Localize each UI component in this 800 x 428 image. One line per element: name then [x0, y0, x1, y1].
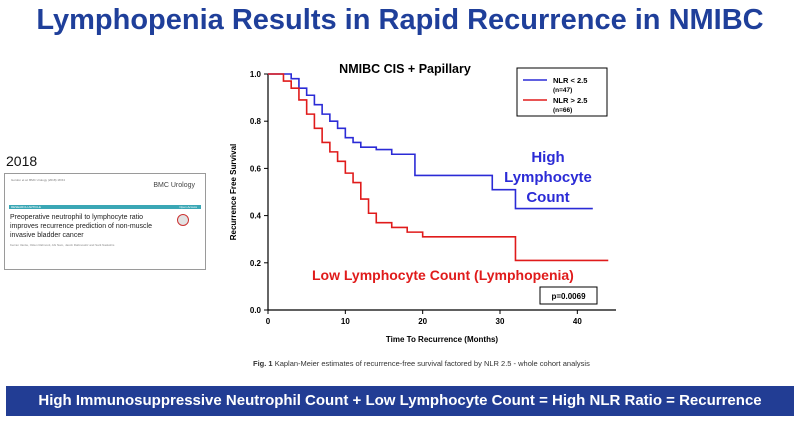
km-chart: 0.0 0.2 0.4 0.6 0.8 1.0 0 10 20 30 40 Time To Recur…	[220, 56, 620, 376]
year-label: 2018	[6, 153, 38, 169]
y-tick-label: 0.0	[250, 306, 262, 315]
legend-label: NLR > 2.5	[553, 96, 587, 105]
crossmark-icon	[177, 214, 189, 226]
x-tick-label: 10	[341, 317, 350, 326]
high-lymphocyte-annotation: Count	[526, 189, 569, 206]
p-value-box	[539, 286, 598, 305]
x-tick-label: 20	[418, 317, 427, 326]
high-lymphocyte-annotation: Lymphocyte	[504, 169, 592, 186]
series-line-high-nlr	[268, 73, 609, 262]
section-bar	[9, 205, 201, 209]
journal-name: BMC Urology	[153, 182, 195, 189]
chart-title: NMIBC CIS + Papillary	[339, 62, 471, 76]
x-tick-label: 0	[266, 317, 271, 326]
high-lymphocyte-annotation: High	[531, 149, 564, 166]
p-value-label: p=0.0069	[551, 292, 586, 301]
y-axis-label: Recurrence Free Survival	[229, 144, 238, 241]
slide-title: Lymphopenia Results in Rapid Recurrence …	[36, 4, 764, 36]
x-axis-label: Time To Recurrence (Months)	[386, 335, 499, 344]
paper-title: Preoperative neutrophil to lymphocyte ra…	[10, 214, 153, 239]
y-tick-label: 0.2	[250, 259, 262, 268]
open-access-label: Open Access	[179, 205, 197, 209]
legend-count: (n=47)	[553, 87, 572, 94]
y-tick-label: 0.8	[250, 117, 262, 126]
x-tick-label: 30	[496, 317, 505, 326]
series-line-low-nlr	[268, 73, 593, 210]
km-chart-svg: 0.0 0.2 0.4 0.6 0.8 1.0 0 10 20 30 40 Time To Recur…	[229, 62, 616, 344]
legend-label: NLR < 2.5	[553, 76, 587, 85]
paper-thumbnail: Gordon et al. BMC Urology (2018) 18:64 B…	[4, 173, 206, 270]
section-label: RESEARCH ARTICLE	[11, 205, 41, 209]
paper-authors: Kerran Vanite, Oklen Rahnovit, Abi Nam, …	[10, 243, 115, 247]
figure-label: Fig. 1	[253, 359, 273, 368]
x-tick-label: 40	[573, 317, 582, 326]
figure-caption: Fig. 1 Kaplan-Meier estimates of recurre…	[253, 359, 590, 368]
y-tick-label: 0.6	[250, 164, 262, 173]
bottom-banner: High Immunosuppressive Neutrophil Count …	[6, 386, 794, 416]
paper-meta: Gordon et al. BMC Urology (2018) 18:64	[11, 178, 65, 182]
y-tick-label: 0.4	[250, 212, 262, 221]
legend-count: (n=66)	[553, 107, 572, 114]
figure-caption-text: Kaplan-Meier estimates of recurrence-fre…	[274, 359, 590, 368]
low-lymphocyte-annotation: Low Lymphocyte Count (Lymphopenia)	[312, 267, 574, 283]
legend-box	[516, 67, 608, 117]
y-tick-label: 1.0	[250, 70, 262, 79]
